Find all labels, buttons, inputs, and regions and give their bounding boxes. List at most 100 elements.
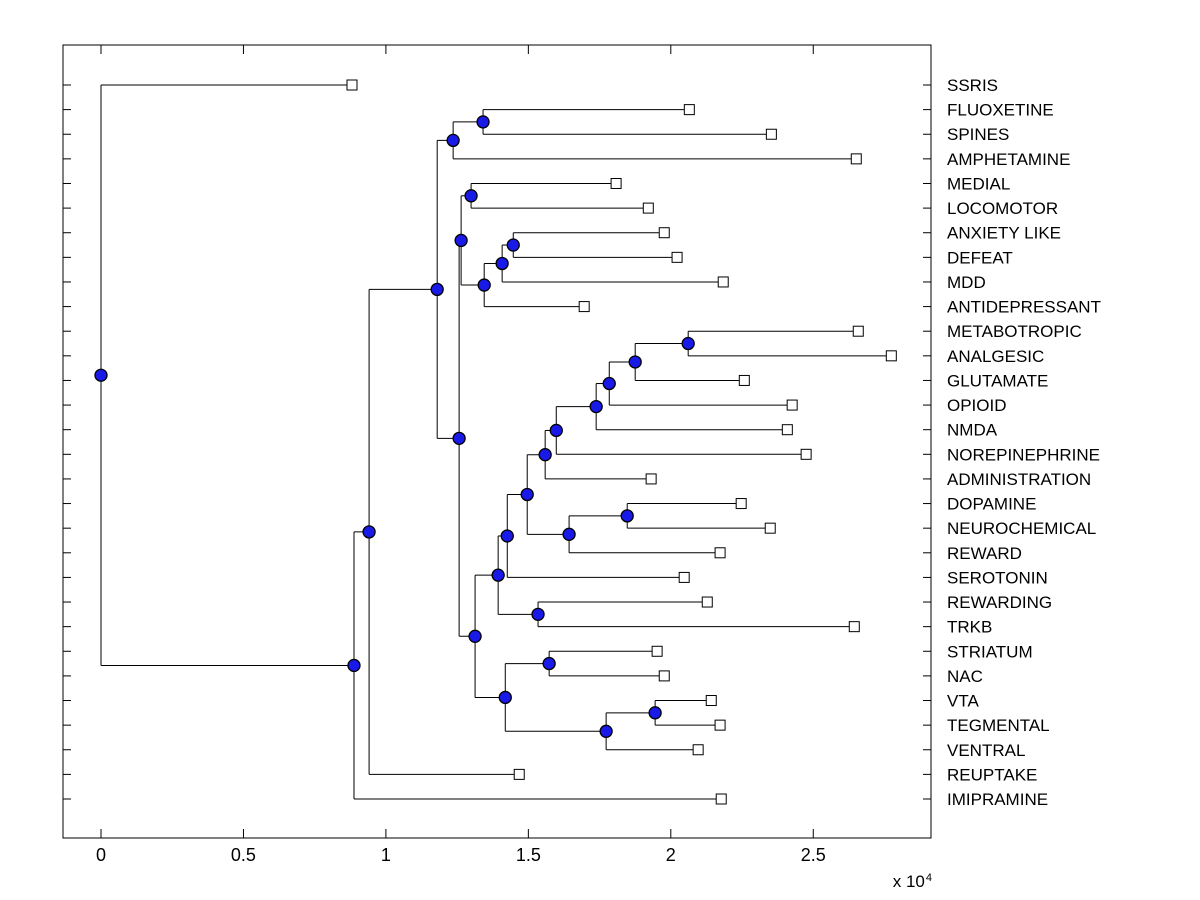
leaf-label: REUPTAKE [947, 765, 1037, 784]
branch-node-marker [491, 568, 505, 582]
leaf-label: SEROTONIN [947, 568, 1048, 587]
leaf-marker [513, 768, 525, 780]
leaf-marker [735, 498, 747, 510]
branch-node-marker [549, 423, 563, 438]
branch-node-marker [446, 133, 460, 148]
branch-node-marker [542, 656, 556, 671]
x-axis-tick-label: 0.5 [231, 845, 256, 865]
leaf-marker [717, 276, 729, 288]
branch-node-marker [538, 448, 552, 462]
leaf-marker [645, 473, 657, 485]
branch-node-marker [498, 690, 512, 705]
branch-node-marker [477, 278, 491, 292]
leaf-label: LOCOMOTOR [947, 199, 1058, 218]
leaf-marker [765, 128, 777, 140]
leaf-label: NEUROCHEMICAL [947, 519, 1096, 538]
leaf-marker [714, 719, 726, 731]
branch-node-marker [94, 368, 108, 382]
leaf-label: REWARDING [947, 593, 1052, 612]
leaf-marker [786, 399, 798, 411]
leaf-marker [701, 596, 713, 608]
branch-node-marker [347, 658, 361, 673]
leaf-marker [642, 202, 654, 214]
leaf-label: MEDIAL [947, 174, 1010, 193]
x-axis-multiplier-label: x 104 [892, 872, 932, 891]
branch-node-marker [562, 527, 576, 541]
leaf-marker [738, 374, 750, 386]
leaf-label: STRIATUM [947, 642, 1033, 661]
leaf-label: VENTRAL [947, 741, 1025, 760]
leaf-label: GLUTAMATE [947, 371, 1048, 390]
branch-node-marker [476, 115, 490, 129]
branch-node-marker [464, 189, 478, 203]
leaf-marker [651, 645, 663, 657]
x-axis-tick-label: 2.5 [801, 845, 826, 865]
leaf-label: ANXIETY LIKE [947, 224, 1061, 243]
branch-node-marker [495, 256, 509, 271]
branch-node-marker [362, 525, 376, 539]
leaf-label: FLUOXETINE [947, 101, 1054, 120]
leaf-marker [610, 177, 622, 189]
leaf-marker [885, 350, 897, 362]
branch-node-marker [531, 607, 545, 621]
branch-node-marker [620, 509, 634, 523]
leaf-marker [346, 79, 358, 91]
leaf-label: ANALGESIC [947, 347, 1044, 366]
branch-node-marker [520, 487, 534, 502]
leaf-label: OPIOID [947, 396, 1007, 415]
x-axis-tick-label: 1.5 [516, 845, 541, 865]
leaf-marker [678, 571, 690, 583]
leaf-marker [715, 793, 727, 805]
leaf-marker [683, 104, 695, 116]
leaf-label: SSRIS [947, 76, 998, 95]
leaf-label: DEFEAT [947, 248, 1013, 267]
leaf-label: VTA [947, 692, 979, 711]
branch-node-marker [468, 629, 482, 643]
leaf-marker [692, 744, 704, 756]
leaf-label: DOPAMINE [947, 495, 1036, 514]
leaf-label: AMPHETAMINE [947, 150, 1070, 169]
leaf-marker [850, 153, 862, 165]
leaf-marker [781, 424, 793, 436]
x-axis-tick-label: 1 [381, 845, 391, 865]
leaf-label: ANTIDEPRESSANT [947, 298, 1101, 317]
branch-node-marker [500, 529, 514, 543]
x-axis-multiplier-exponent: 4 [925, 872, 932, 884]
branch-node-marker [452, 431, 466, 446]
leaf-marker [852, 325, 864, 337]
leaf-label: ADMINISTRATION [947, 470, 1091, 489]
leaf-label: REWARD [947, 544, 1022, 563]
leaf-label: IMIPRAMINE [947, 790, 1048, 809]
leaf-marker [764, 522, 776, 534]
leaf-marker [658, 227, 670, 239]
x-axis-tick-label: 0 [96, 845, 106, 865]
branch-node-marker [681, 336, 695, 351]
leaf-marker [705, 695, 717, 707]
x-axis-tick-label: 2 [666, 845, 676, 865]
branch-node-marker [506, 238, 520, 252]
leaf-label: METABOTROPIC [947, 322, 1082, 341]
branch-node-marker [602, 376, 616, 391]
leaf-marker [671, 251, 683, 263]
leaf-marker [714, 547, 726, 559]
leaf-marker [848, 621, 860, 633]
branch-node-marker [430, 282, 444, 297]
leaf-label: TEGMENTAL [947, 716, 1050, 735]
leaf-marker [658, 670, 670, 682]
axis-box [62, 44, 932, 839]
leaf-label: NAC [947, 667, 983, 686]
leaf-marker [800, 448, 812, 460]
branch-node-marker [454, 233, 468, 248]
leaf-label: SPINES [947, 125, 1009, 144]
leaf-label: MDD [947, 273, 986, 292]
leaf-label: TRKB [947, 618, 992, 637]
leaf-label: NMDA [947, 421, 998, 440]
leaf-label: NOREPINEPHRINE [947, 445, 1100, 464]
branches [100, 84, 892, 800]
branch-node-marker [599, 724, 613, 738]
branch-node-marker [648, 706, 662, 720]
branch-node-marker [589, 399, 603, 414]
branch-node-marker [628, 355, 642, 369]
